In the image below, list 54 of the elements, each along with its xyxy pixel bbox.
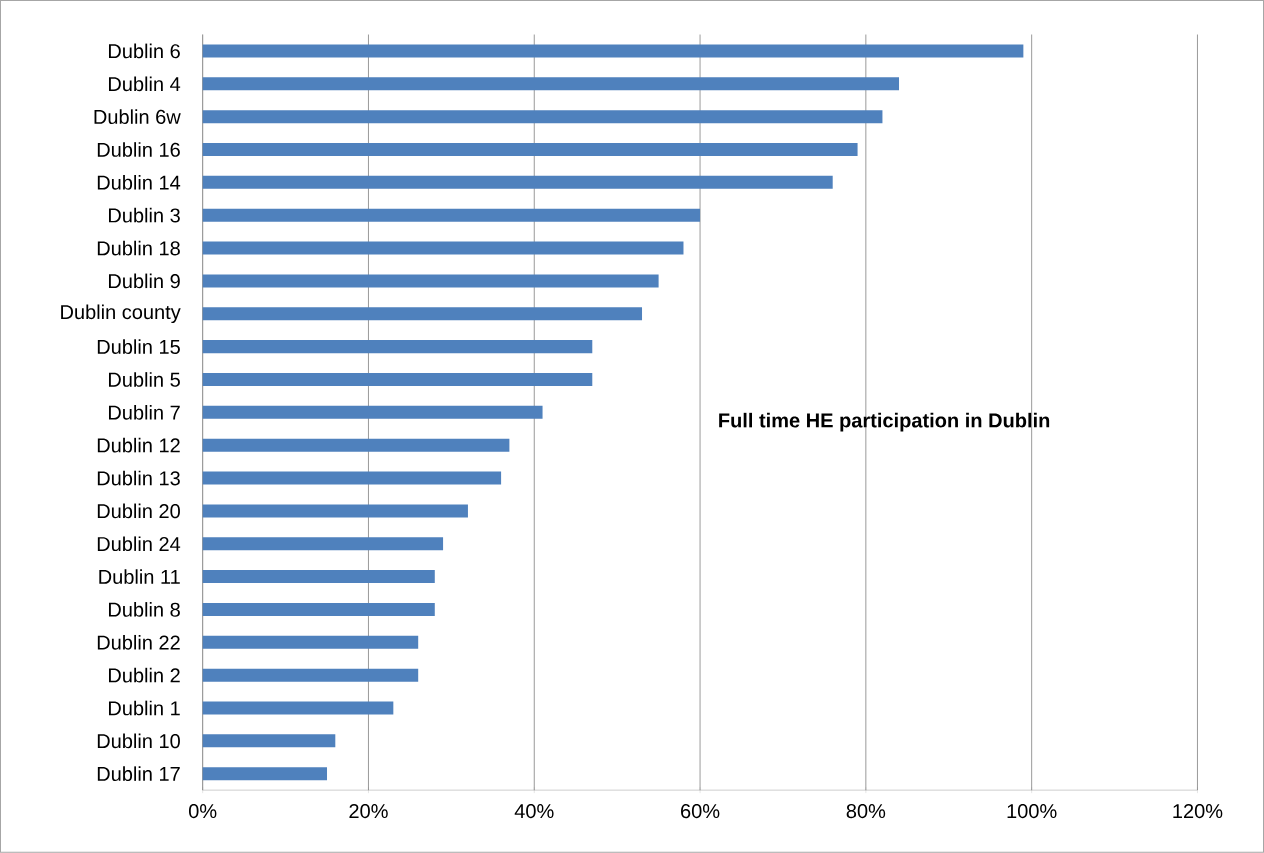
bar xyxy=(202,471,502,485)
y-tick-label: Dublin 11 xyxy=(99,569,180,585)
y-tick-label: Dublin 20 xyxy=(97,503,180,519)
bar xyxy=(202,373,593,387)
bar xyxy=(202,77,900,91)
bar xyxy=(202,734,336,748)
y-tick-label: Dublin 24 xyxy=(97,536,181,552)
bar xyxy=(202,635,419,649)
x-tick-label: 0% xyxy=(188,804,217,819)
y-tick-label: Dublin 6w xyxy=(94,109,181,125)
bar xyxy=(202,110,883,124)
y-tick-label: Dublin 10 xyxy=(97,733,180,749)
y-tick-label: Dublin 8 xyxy=(108,602,180,617)
bar xyxy=(202,44,1024,58)
y-tick-label: Dublin 18 xyxy=(97,240,180,256)
x-tick-label: 60% xyxy=(681,804,720,819)
bar xyxy=(202,274,659,288)
bar xyxy=(202,767,328,781)
bar xyxy=(202,176,833,190)
x-tick-label: 120% xyxy=(1173,804,1223,819)
y-tick-label: Dublin 9 xyxy=(108,273,180,289)
y-tick-label: Dublin 7 xyxy=(108,405,180,420)
y-tick-label: Dublin 5 xyxy=(108,372,180,387)
y-tick-label: Dublin 3 xyxy=(108,208,180,223)
x-tick-label: 80% xyxy=(846,804,886,819)
bar xyxy=(202,537,444,551)
bar xyxy=(202,241,684,255)
y-tick-label: Dublin 16 xyxy=(97,142,180,158)
x-tick-label: 20% xyxy=(349,804,388,819)
y-tick-label: Dublin county xyxy=(61,304,181,324)
bar xyxy=(202,570,435,584)
bar xyxy=(202,340,593,354)
y-tick-label: Dublin 13 xyxy=(97,470,180,486)
text: Full time HE participation in Dublin xyxy=(719,412,1050,432)
y-tick-label: Dublin 17 xyxy=(97,766,180,782)
y-tick-label: Dublin 15 xyxy=(97,339,180,355)
y-tick-label: Dublin 1 xyxy=(108,700,180,716)
y-tick-label: Dublin 2 xyxy=(108,667,180,683)
bar xyxy=(202,603,435,617)
x-tick-label: 100% xyxy=(1007,804,1057,819)
y-tick-label: Dublin 4 xyxy=(108,76,181,92)
bar xyxy=(202,405,543,419)
y-tick-label: Dublin 14 xyxy=(97,175,181,190)
y-tick-label: Dublin 12 xyxy=(97,437,180,453)
bar xyxy=(202,208,701,222)
y-tick-label: Dublin 22 xyxy=(97,635,180,650)
bar xyxy=(202,701,394,715)
x-tick-label: 40% xyxy=(514,804,554,819)
y-tick-label: Dublin 6 xyxy=(108,43,180,59)
bar xyxy=(202,504,468,518)
bar xyxy=(202,307,643,321)
bar xyxy=(202,438,510,452)
bar xyxy=(202,143,858,157)
bar xyxy=(202,668,419,682)
